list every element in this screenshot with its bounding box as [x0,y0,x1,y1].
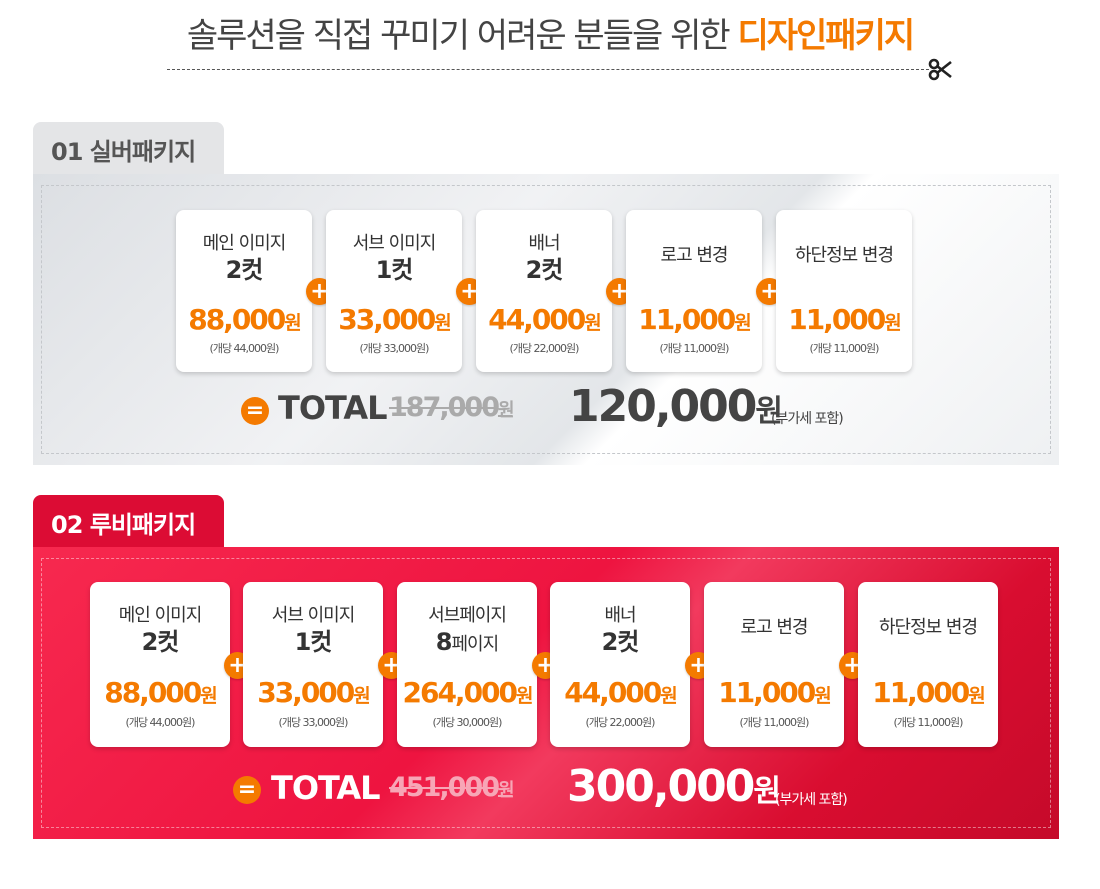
vat-note: (부가세 포함) [771,411,844,427]
item-name: 로고 변경 [660,245,729,266]
tab-ruby-package: 02 루비패키지 [33,495,224,550]
item-price: 88,000원 [104,676,218,709]
item-unit-price: (개당 44,000원) [125,716,196,729]
original-total-price: 187,000원 [389,392,514,423]
ruby-item-sub-image: 서브 이미지 1컷 33,000원 (개당 33,000원) [243,582,383,747]
item-unit-price: (개당 11,000원) [739,716,810,729]
item-price: 44,000원 [488,303,602,336]
ruby-item-footer-change: 하단정보 변경 11,000원 (개당 11,000원) [858,582,998,747]
item-price: 33,000원 [338,303,452,336]
silver-item-sub-image: 서브 이미지 1컷 33,000원 (개당 33,000원) [326,210,462,372]
tab-silver-package: 01 실버패키지 [33,122,224,177]
item-unit-price: (개당 33,000원) [359,342,430,355]
page-title-highlight: 디자인패키지 [737,16,915,56]
item-qty: 2컷 [525,256,564,284]
vat-note: (부가세 포함) [775,792,848,808]
cut-line [167,69,929,70]
total-label: TOTAL [278,389,388,427]
item-name: 배너 [528,233,560,254]
item-name: 메인 이미지 [202,233,287,254]
item-name: 로고 변경 [740,617,809,638]
item-name: 하단정보 변경 [794,245,894,266]
ruby-item-logo-change: 로고 변경 11,000원 (개당 11,000원) [704,582,844,747]
silver-package-border [41,185,1051,454]
item-price: 88,000원 [188,303,302,336]
item-qty: 2컷 [225,256,264,284]
item-qty: 2컷 [601,628,640,656]
item-unit-price: (개당 30,000원) [432,716,503,729]
item-unit-price: (개당 44,000원) [209,342,280,355]
item-price: 11,000원 [718,676,832,709]
ruby-package-border [41,558,1051,828]
equals-icon: = [233,776,261,804]
item-price: 264,000원 [402,676,533,709]
ruby-item-sub-pages: 서브페이지 8페이지 264,000원 (개당 30,000원) [397,582,537,747]
item-name: 메인 이미지 [118,605,203,626]
item-price: 33,000원 [257,676,371,709]
item-price: 11,000원 [872,676,986,709]
page-title-plain: 솔루션을 직접 꾸미기 어려운 분들을 위한 [186,16,738,56]
silver-item-main-image: 메인 이미지 2컷 88,000원 (개당 44,000원) [176,210,312,372]
item-price: 11,000원 [788,303,902,336]
page-title: 솔루션을 직접 꾸미기 어려운 분들을 위한 디자인패키지 [0,8,1100,57]
item-name: 서브 이미지 [271,605,356,626]
final-total-price: 300,000원 [567,761,781,812]
item-unit-price: (개당 33,000원) [278,716,349,729]
ruby-item-banner: 배너 2컷 44,000원 (개당 22,000원) [550,582,690,747]
silver-item-footer-change: 하단정보 변경 11,000원 (개당 11,000원) [776,210,912,372]
item-qty: 1컷 [294,628,333,656]
total-label: TOTAL [271,769,381,807]
item-qty: 1컷 [375,256,414,284]
item-unit-price: (개당 22,000원) [585,716,656,729]
item-unit-price: (개당 11,000원) [893,716,964,729]
item-name: 서브 이미지 [352,233,437,254]
item-price: 11,000원 [638,303,752,336]
original-total-price: 451,000원 [389,772,514,803]
item-name: 하단정보 변경 [878,617,978,638]
equals-icon: = [241,397,269,425]
item-unit-price: (개당 11,000원) [659,342,730,355]
silver-package-panel: 메인 이미지 2컷 88,000원 (개당 44,000원) + 서브 이미지 … [33,174,1059,465]
silver-item-banner: 배너 2컷 44,000원 (개당 22,000원) [476,210,612,372]
ruby-item-main-image: 메인 이미지 2컷 88,000원 (개당 44,000원) [90,582,230,747]
item-name: 배너 [604,605,636,626]
item-unit-price: (개당 22,000원) [509,342,580,355]
item-price: 44,000원 [564,676,678,709]
item-qty: 8페이지 [435,628,499,656]
final-total-price: 120,000원 [569,381,783,432]
ruby-package-panel: 메인 이미지 2컷 88,000원 (개당 44,000원) + 서브 이미지 … [33,547,1059,839]
scissors-icon [928,58,952,81]
item-qty: 2컷 [141,628,180,656]
item-name: 서브페이지 [428,605,507,626]
silver-item-logo-change: 로고 변경 11,000원 (개당 11,000원) [626,210,762,372]
item-unit-price: (개당 11,000원) [809,342,880,355]
